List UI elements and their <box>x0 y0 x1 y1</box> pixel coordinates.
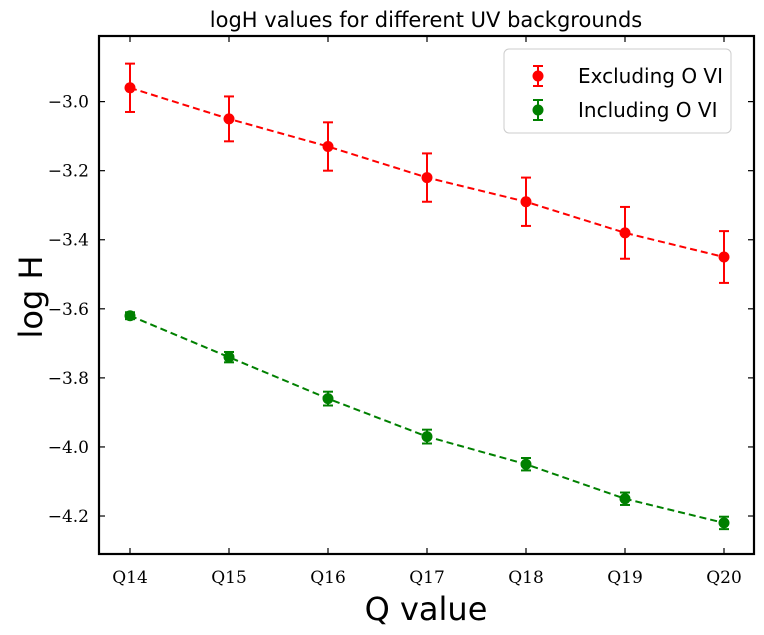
y-tick-label: −3.8 <box>48 369 89 389</box>
legend-label: Excluding O VI <box>578 64 723 88</box>
data-point <box>619 493 631 505</box>
data-point <box>619 227 631 239</box>
data-point <box>322 393 334 405</box>
series-including-o-vi <box>124 310 730 531</box>
data-point <box>718 251 730 263</box>
plot-area <box>124 62 730 531</box>
x-tick-label: Q20 <box>706 568 742 588</box>
y-tick-label: −3.4 <box>48 231 89 251</box>
y-tick-label: −4.2 <box>48 507 89 527</box>
data-point <box>520 196 532 208</box>
series-excluding-o-vi <box>124 62 730 284</box>
data-point <box>124 310 136 322</box>
y-tick-label: −3.0 <box>48 93 89 113</box>
x-tick-label: Q19 <box>607 568 643 588</box>
y-tick-label: −4.0 <box>48 438 89 458</box>
series-line <box>129 314 725 524</box>
legend-label: Including O VI <box>578 98 717 122</box>
x-tick-label: Q16 <box>310 568 346 588</box>
y-axis-label: log H <box>12 255 50 338</box>
x-tick-label: Q17 <box>409 568 445 588</box>
legend-marker <box>532 70 544 82</box>
data-point <box>322 141 334 153</box>
legend: Excluding O VI Including O VI <box>503 48 732 134</box>
axis-ticks: Q14 Q15 Q16 Q17 Q18 Q19 Q20 −3.0 −3.2 −3.4 −3.6 −3.… <box>48 36 754 588</box>
legend-box <box>503 48 732 134</box>
x-tick-label: Q18 <box>508 568 544 588</box>
data-point <box>520 458 532 470</box>
x-axis-label: Q value <box>365 590 488 628</box>
y-tick-label: −3.2 <box>48 162 89 182</box>
data-point <box>124 82 136 94</box>
chart-title: logH values for different UV backgrounds <box>210 8 642 32</box>
data-point <box>223 113 235 125</box>
x-tick-label: Q15 <box>211 568 247 588</box>
data-point <box>223 351 235 363</box>
data-point <box>718 517 730 529</box>
data-point <box>421 172 433 184</box>
legend-marker <box>532 104 544 116</box>
x-tick-label: Q14 <box>112 568 148 588</box>
y-tick-label: −3.6 <box>48 300 89 320</box>
data-point <box>421 431 433 443</box>
